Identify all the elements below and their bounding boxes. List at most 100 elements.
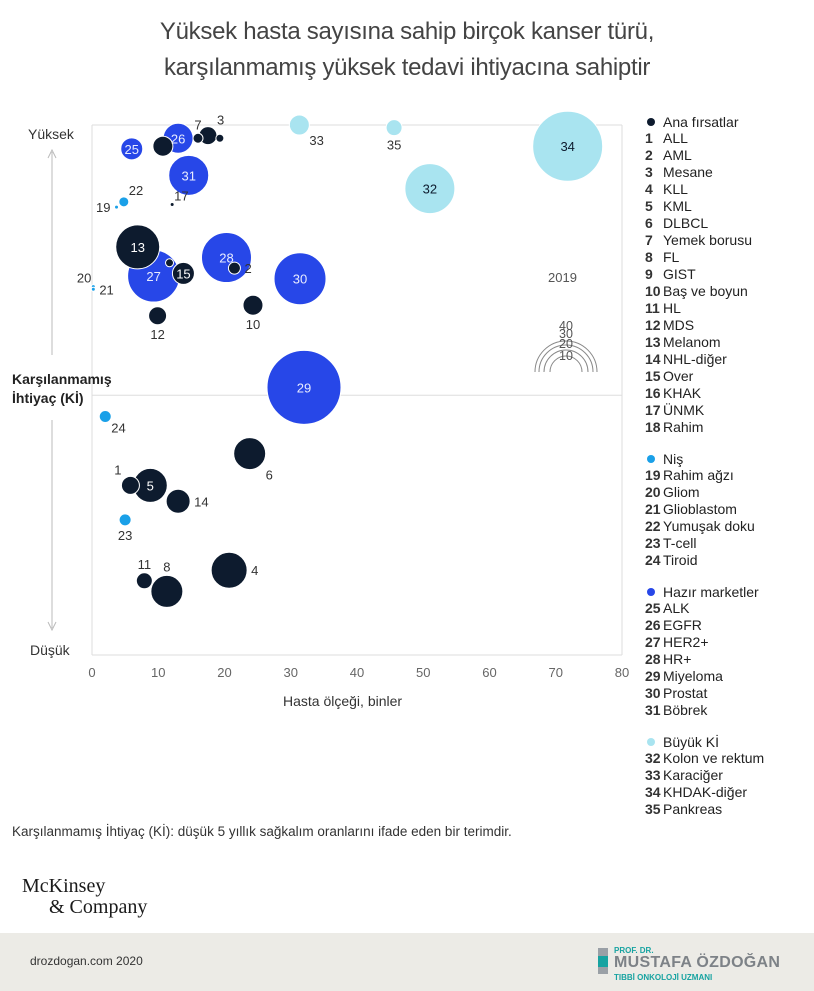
- bubble-4: [210, 551, 248, 589]
- legend-item-number: 5: [645, 198, 653, 214]
- bubble-32: [404, 163, 456, 215]
- legend-item-label: Yumuşak doku: [663, 518, 755, 534]
- bubble-label-33: 33: [309, 133, 323, 148]
- legend-item: 16 KHAK: [645, 385, 810, 402]
- bubble-label-15: 15: [176, 266, 190, 281]
- footer: drozdogan.com 2020 PROF. DR. MUSTAFA ÖZD…: [0, 933, 814, 991]
- legend-item-label: Rahim: [663, 419, 704, 435]
- legend-item-number: 10: [645, 283, 661, 299]
- legend-dot-icon: [647, 117, 655, 126]
- legend-item: 7 Yemek borusu: [645, 232, 810, 249]
- legend-item-label: Kolon ve rektum: [663, 750, 765, 766]
- bubble-label-17: 17: [174, 189, 188, 204]
- legend-item-number: 22: [645, 518, 661, 534]
- x-tick-label: 10: [151, 665, 165, 680]
- x-tick-label: 0: [88, 665, 95, 680]
- legend-item-label: Glioblastom: [663, 501, 737, 517]
- bubble-label-29: 29: [297, 380, 311, 395]
- bubble-label-12: 12: [150, 327, 164, 342]
- legend-group-label: Ana fırsatlar: [663, 113, 739, 130]
- legend-item-label: Over: [663, 368, 694, 384]
- bubble-label-13: 13: [130, 240, 144, 255]
- bubble-label-27: 27: [146, 269, 160, 284]
- legend-item-number: 20: [645, 484, 661, 500]
- legend-item-number: 2: [645, 147, 653, 163]
- legend-item: 35 Pankreas: [645, 801, 810, 818]
- bubble-label-31: 31: [181, 168, 195, 183]
- bubble-33: [288, 114, 310, 136]
- legend-item-number: 24: [645, 552, 661, 568]
- bubble-34: [532, 110, 604, 182]
- bubble-label-26: 26: [171, 131, 185, 146]
- legend-group-label: Niş: [663, 450, 684, 467]
- legend-item-number: 16: [645, 385, 661, 401]
- legend-item-label: Karaciğer: [663, 767, 723, 783]
- legend-item: 12 MDS: [645, 317, 810, 334]
- bubble-label-19: 19: [96, 200, 110, 215]
- bubble-label-8: 8: [163, 559, 170, 574]
- legend-item-label: T-cell: [663, 535, 697, 551]
- legend-item: 22 Yumuşak doku: [645, 518, 810, 535]
- size-legend-arc: [543, 349, 589, 373]
- legend-item-number: 17: [645, 402, 661, 418]
- x-tick-label: 40: [350, 665, 364, 680]
- legend-group-nis: Niş 19 Rahim ağzı 20 Gliom 21 Glioblastom 22 Yum…: [645, 450, 810, 569]
- bubble-8: [150, 574, 184, 608]
- legend-item: 8 FL: [645, 249, 810, 266]
- legend-item-label: Böbrek: [663, 702, 708, 718]
- chart-title-line1: Yüksek hasta sayısına sahip birçok kanse…: [159, 18, 655, 45]
- legend-group-buyuk: Büyük Kİ 32 Kolon ve rektum 33 Karaciğer 34 KH…: [645, 733, 810, 818]
- legend-item: 20 Gliom: [645, 484, 810, 501]
- legend: Ana fırsatlar 1 ALL 2 AML 3 Mesane 4 KLL 5 KML 6 DLB…: [645, 113, 810, 832]
- bubble-12: [148, 306, 168, 326]
- legend-item-number: 23: [645, 535, 661, 551]
- legend-item-number: 8: [645, 249, 653, 265]
- logo-line1: McKinsey: [22, 875, 106, 897]
- bubble-label-21: 21: [99, 282, 113, 297]
- legend-item: 15 Over: [645, 368, 810, 385]
- bubble-10: [242, 294, 264, 316]
- legend-group-hazir: Hazır marketler 25 ALK 26 EGFR 27 HER2+ 28 HR+ 29…: [645, 583, 810, 719]
- legend-item: 18 Rahim: [645, 419, 810, 436]
- y-arrow-up-head: [47, 148, 57, 159]
- size-legend-value: 40: [559, 319, 573, 333]
- legend-item-number: 9: [645, 266, 653, 282]
- legend-item: 1 ALL: [645, 130, 810, 147]
- bubble-14: [165, 488, 191, 514]
- x-tick-label: 80: [615, 665, 629, 680]
- legend-item-label: DLBCL: [663, 215, 709, 231]
- bubble-23: [118, 513, 132, 527]
- legend-item: 27 HER2+: [645, 634, 810, 651]
- size-legend-title: 2019: [548, 270, 577, 285]
- legend-item: 21 Glioblastom: [645, 501, 810, 518]
- bubble-label-5: 5: [147, 478, 154, 493]
- bubble-label-6: 6: [266, 468, 273, 483]
- legend-group-title: Hazır marketler: [645, 583, 810, 600]
- bubble-17: [169, 202, 175, 207]
- bubble-label-7: 7: [194, 117, 201, 132]
- legend-item-label: Mesane: [663, 164, 713, 180]
- bubble-21: [90, 286, 96, 292]
- brand-prefix: PROF. DR.: [614, 946, 654, 955]
- bubble-label-14: 14: [194, 494, 208, 509]
- legend-item-number: 18: [645, 419, 661, 435]
- legend-item: 33 Karaciğer: [645, 767, 810, 784]
- y-axis-top-label: Yüksek: [28, 126, 74, 142]
- legend-item-label: KHDAK-diğer: [663, 784, 748, 800]
- legend-dot-icon: [647, 737, 655, 746]
- legend-item-number: 32: [645, 750, 661, 766]
- size-legend-value: 30: [559, 327, 573, 341]
- bubble-9: [215, 133, 225, 143]
- footer-site-text: drozdogan.com 2020: [30, 954, 143, 968]
- legend-item: 32 Kolon ve rektum: [645, 750, 810, 767]
- legend-item: 28 HR+: [645, 651, 810, 668]
- brand-mark-icon: [598, 948, 608, 974]
- legend-item-label: KML: [663, 198, 692, 214]
- legend-item: 5 KML: [645, 198, 810, 215]
- legend-item-number: 27: [645, 634, 661, 650]
- bubble-label-4: 4: [251, 563, 258, 578]
- legend-item: 23 T-cell: [645, 535, 810, 552]
- bubble-30: [273, 252, 327, 306]
- bubble-25: [120, 137, 144, 161]
